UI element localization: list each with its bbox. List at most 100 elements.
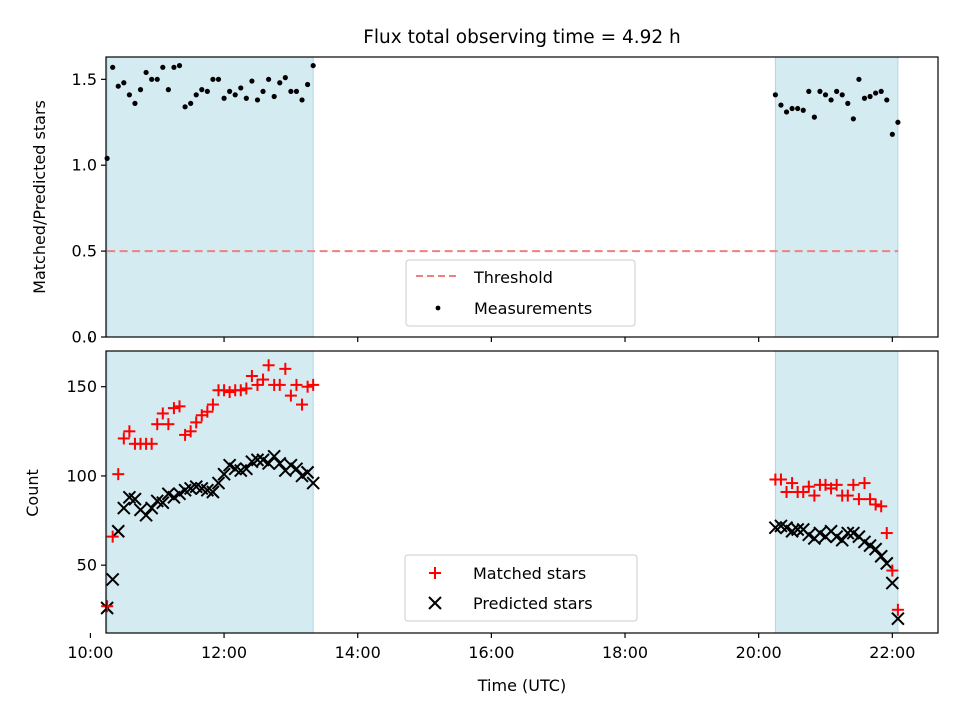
predicted-marker-stroke: [885, 576, 900, 590]
top-legend: Threshold Measurements: [405, 259, 636, 327]
matched-star-marker: [234, 384, 247, 397]
matched-star-marker: [184, 425, 197, 438]
y-tick-label: 50: [77, 556, 97, 575]
predicted-star-marker: [261, 456, 276, 471]
matched-star-marker: [206, 398, 219, 411]
observing-interval-shade: [774, 56, 899, 338]
measurement-point: [288, 88, 294, 94]
matched-star-marker: [852, 493, 865, 506]
measurement-point: [182, 104, 188, 110]
measurement-point: [215, 76, 222, 82]
top-y-axis: 0.0 0.5 1.0 1.5: [72, 70, 106, 347]
measurement-point: [795, 105, 801, 112]
matched-star-marker: [830, 478, 843, 491]
matched-legend-label: Matched stars: [473, 564, 586, 583]
top-axes-frame: [105, 56, 939, 338]
predicted-star-marker: [105, 572, 120, 587]
bottom-y-axis-label: Count: [23, 469, 42, 517]
measurement-point: [839, 92, 845, 98]
measurement-point: [204, 88, 210, 94]
matched-star-marker: [284, 389, 297, 402]
matched-star-marker: [151, 418, 164, 431]
predicted-star-marker: [217, 467, 231, 481]
measurement-point: [811, 114, 817, 120]
measurement-points: [104, 62, 901, 161]
measurement-point: [121, 80, 127, 86]
matched-star-marker: [880, 527, 893, 540]
measurement-point: [266, 76, 272, 82]
x-tick-label: 16:00: [468, 643, 514, 662]
predicted-marker-stroke: [228, 462, 242, 476]
measurement-point: [232, 92, 238, 98]
measurement-point: [778, 102, 784, 108]
measurement-point: [873, 90, 879, 96]
top-panel: 0.0 0.5 1.0 1.5 Matched/Predicted stars Thr…: [30, 56, 939, 347]
matched-star-marker: [869, 498, 882, 511]
predicted-marker-stroke: [150, 494, 164, 508]
predicted-star-marker: [239, 462, 254, 476]
measurement-point: [299, 97, 305, 103]
predicted-marker-stroke: [256, 453, 270, 467]
predicted-marker-stroke: [122, 490, 137, 505]
predicted-marker-stroke: [874, 549, 888, 563]
matched-star-marker: [173, 400, 186, 413]
y-tick-label: 1.5: [72, 70, 97, 89]
measurement-point: [160, 64, 166, 70]
predicted-marker-stroke: [863, 538, 877, 553]
predicted-marker-stroke: [790, 522, 805, 537]
predicted-marker-stroke: [779, 520, 794, 535]
matched-star-marker: [802, 480, 815, 493]
x-tick-label: 20:00: [736, 643, 782, 662]
predicted-marker-stroke: [128, 492, 142, 506]
measurement-point: [221, 95, 227, 101]
matched-legend-swatch: [429, 567, 441, 579]
measurement-point: [884, 97, 890, 103]
matched-star-marker: [786, 477, 799, 490]
count-points: [100, 359, 905, 626]
matched-star-marker: [190, 416, 203, 429]
predicted-star-marker: [874, 549, 888, 563]
predicted-legend-swatch: [428, 596, 442, 610]
predicted-marker-stroke: [195, 481, 209, 496]
measurement-point: [277, 80, 283, 86]
measurement-point: [895, 119, 901, 125]
predicted-marker-stroke: [217, 467, 231, 481]
predicted-marker-stroke: [273, 456, 287, 471]
predicted-marker-stroke: [206, 485, 220, 499]
x-tick-label: 12:00: [201, 643, 247, 662]
matched-star-marker: [864, 493, 877, 506]
x-tick-label: 22:00: [869, 643, 915, 662]
measurement-point: [132, 100, 138, 106]
measurement-point: [249, 78, 255, 84]
measurement-point: [104, 155, 110, 161]
matched-star-marker: [797, 486, 810, 498]
measurement-point: [238, 85, 244, 91]
predicted-marker-stroke: [300, 465, 315, 480]
matched-star-marker: [106, 530, 119, 543]
predicted-marker-stroke: [846, 526, 861, 540]
matched-star-marker: [279, 362, 292, 375]
predicted-star-marker: [790, 522, 805, 537]
matched-star-marker: [273, 378, 286, 391]
measurement-point: [856, 76, 862, 82]
measurement-point: [126, 92, 132, 98]
predicted-star-marker: [267, 449, 281, 464]
predicted-marker-stroke: [267, 449, 281, 464]
predicted-star-marker: [289, 462, 304, 476]
matched-star-marker: [101, 600, 114, 613]
predicted-star-marker: [880, 556, 894, 571]
matched-star-marker: [290, 378, 303, 391]
measurement-point: [293, 88, 300, 94]
predicted-marker-stroke: [813, 526, 827, 540]
measurements-legend-swatch: [435, 305, 441, 311]
measurement-point: [188, 100, 194, 106]
predicted-star-marker: [306, 476, 320, 490]
matched-star-marker: [162, 418, 175, 431]
matched-star-marker: [301, 380, 314, 393]
predicted-marker-stroke: [774, 519, 788, 533]
measurement-point: [260, 88, 266, 94]
matched-star-marker: [847, 478, 860, 491]
predicted-marker-stroke: [857, 535, 872, 549]
measurements-legend-label: Measurements: [474, 299, 592, 318]
